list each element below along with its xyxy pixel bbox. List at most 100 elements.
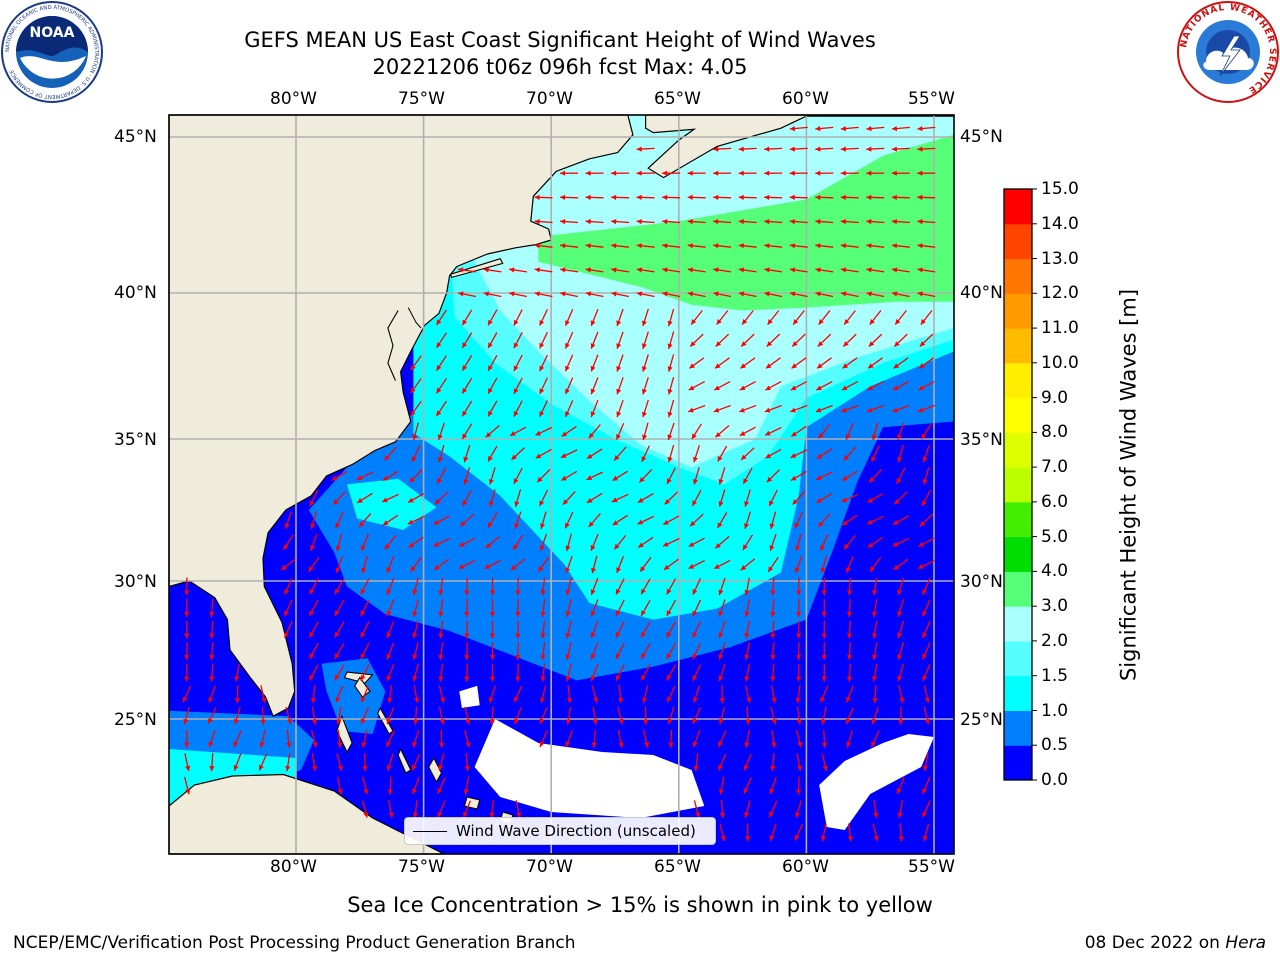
- arrow-head: [765, 453, 771, 459]
- wave-direction-arrow: [794, 823, 804, 841]
- arrow-head: [891, 170, 897, 176]
- arrow-head: [439, 719, 445, 725]
- wave-direction-arrow: [458, 560, 476, 570]
- wave-direction-arrow: [334, 642, 345, 660]
- arrow-head: [919, 363, 925, 369]
- arrow-head: [769, 835, 775, 841]
- wave-direction-arrow: [489, 577, 496, 596]
- wave-direction-arrow: [922, 777, 931, 795]
- arrow-head: [688, 385, 695, 391]
- wave-direction-arrow: [464, 642, 470, 661]
- arrow-head: [791, 475, 797, 481]
- wave-direction-arrow: [612, 470, 629, 482]
- arrow-head: [769, 788, 775, 795]
- arrow-head: [412, 654, 418, 660]
- wave-direction-arrow: [918, 560, 935, 570]
- wave-direction-arrow: [738, 291, 757, 298]
- arrow-head: [515, 655, 521, 661]
- arrow-head: [662, 243, 668, 249]
- arrow-head: [588, 521, 594, 527]
- arrow-head: [513, 478, 519, 484]
- arrow-head: [565, 719, 571, 725]
- wave-direction-arrow: [766, 333, 781, 347]
- wave-direction-arrow: [847, 823, 853, 842]
- arrow-head: [917, 291, 923, 297]
- arrow-head: [616, 434, 621, 440]
- arrow-head: [687, 170, 693, 176]
- wave-direction-arrow: [435, 400, 447, 417]
- wave-direction-arrow: [687, 170, 706, 176]
- arrow-head: [892, 407, 898, 413]
- wave-direction-arrow: [898, 706, 904, 725]
- arrow-head: [744, 633, 750, 639]
- wave-direction-arrow: [208, 685, 216, 703]
- arrow-head: [922, 500, 927, 506]
- colorbar-swatch: [1004, 223, 1032, 260]
- arrow-head: [816, 475, 822, 480]
- arrow-head: [846, 611, 853, 617]
- wave-direction-arrow: [843, 534, 857, 550]
- arrow-head: [438, 654, 444, 660]
- arrow-head: [185, 765, 191, 771]
- wave-direction-arrow: [438, 685, 445, 704]
- arrow-head: [922, 479, 928, 485]
- wave-direction-arrow: [565, 730, 574, 748]
- arrow-head: [387, 697, 393, 704]
- wave-direction-arrow: [922, 599, 931, 617]
- wave-direction-arrow: [893, 333, 908, 347]
- wave-direction-arrow: [640, 599, 651, 617]
- arrow-head: [867, 385, 873, 391]
- wave-direction-arrow: [437, 422, 445, 441]
- wave-direction-arrow: [565, 663, 572, 682]
- wave-direction-arrow: [438, 706, 445, 725]
- wave-direction-arrow: [515, 577, 521, 596]
- wave-direction-arrow: [790, 381, 808, 391]
- wave-direction-arrow: [641, 308, 649, 327]
- wave-direction-arrow: [820, 533, 829, 551]
- arrow-head: [666, 631, 672, 638]
- wave-direction-arrow: [464, 577, 470, 596]
- wave-direction-arrow: [667, 399, 675, 418]
- wave-direction-arrow: [666, 621, 677, 638]
- arrow-head: [208, 741, 214, 748]
- wave-direction-arrow: [636, 219, 655, 225]
- arrow-head: [641, 320, 647, 327]
- arrow-head: [796, 633, 802, 639]
- wave-direction-arrow: [768, 800, 778, 818]
- wave-direction-arrow: [867, 536, 884, 549]
- wave-direction-arrow: [234, 663, 240, 682]
- arrow-head: [692, 589, 698, 595]
- wave-direction-arrow: [590, 599, 599, 617]
- wave-direction-arrow: [286, 729, 292, 748]
- arrow-head: [565, 567, 571, 573]
- wave-direction-arrow: [893, 357, 909, 369]
- lat-label-right-40n: 40°N: [960, 283, 1003, 303]
- arrow-head: [539, 342, 545, 349]
- arrow-head: [745, 719, 751, 725]
- wave-direction-arrow: [437, 777, 446, 795]
- arrow-head: [714, 385, 720, 391]
- arrow-head: [846, 676, 853, 682]
- arrow-head: [897, 434, 902, 440]
- arrow-head: [695, 812, 701, 818]
- wave-direction-arrow: [764, 426, 782, 436]
- arrow-head: [356, 475, 363, 480]
- wave-direction-arrow: [714, 536, 730, 549]
- arrow-head: [840, 243, 847, 249]
- arrow-head: [412, 611, 418, 617]
- arrow-head: [408, 497, 414, 503]
- wave-direction-arrow: [184, 663, 190, 682]
- arrow-head: [565, 675, 571, 682]
- wave-direction-arrow: [920, 423, 932, 440]
- wave-direction-arrow: [870, 445, 880, 463]
- wave-direction-arrow: [539, 533, 548, 552]
- arrow-head: [562, 499, 569, 505]
- colorbar-tick-label: 4.0: [1041, 561, 1069, 582]
- lon-label-top-60w: 60°W: [782, 89, 829, 109]
- arrow-head: [641, 343, 647, 349]
- arrow-head: [897, 589, 903, 596]
- wave-direction-arrow: [513, 354, 523, 372]
- arrow-head: [866, 170, 872, 176]
- arrow-head: [636, 267, 643, 273]
- wave-direction-arrow: [636, 291, 655, 298]
